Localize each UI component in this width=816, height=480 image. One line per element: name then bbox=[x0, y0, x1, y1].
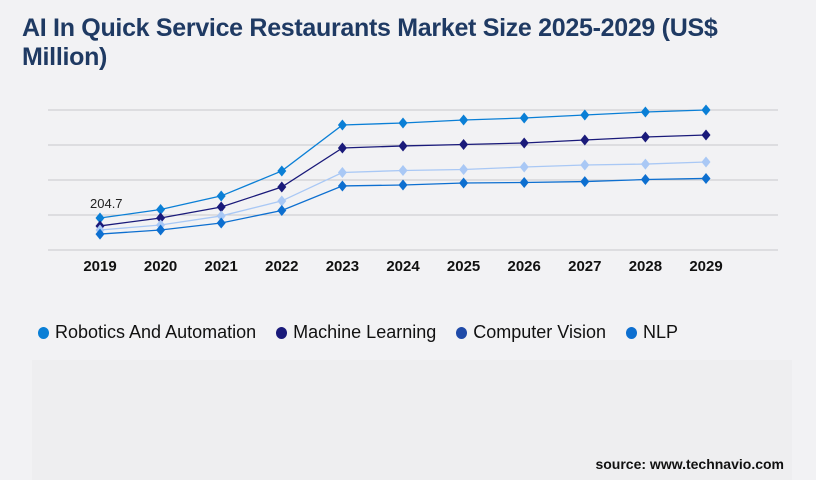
data-point bbox=[519, 161, 529, 173]
x-tick-label: 2025 bbox=[447, 258, 480, 275]
data-point bbox=[398, 140, 408, 152]
data-point bbox=[216, 217, 226, 229]
data-point bbox=[640, 131, 650, 143]
data-point bbox=[216, 190, 226, 202]
legend-item: Computer Vision bbox=[456, 322, 606, 343]
data-point bbox=[95, 228, 105, 240]
source-note: source: www.technavio.com bbox=[595, 456, 784, 472]
data-point bbox=[580, 134, 590, 146]
footer-panel bbox=[32, 360, 792, 480]
legend-marker-icon bbox=[38, 326, 49, 339]
legend-label: Computer Vision bbox=[473, 322, 606, 342]
data-point bbox=[156, 212, 166, 224]
legend-marker-icon bbox=[625, 326, 637, 339]
data-point bbox=[640, 106, 650, 118]
data-point bbox=[216, 210, 226, 222]
x-tick-label: 2028 bbox=[629, 258, 662, 275]
data-point bbox=[519, 177, 529, 188]
x-tick-label: 2027 bbox=[568, 258, 601, 275]
legend-item: Machine Learning bbox=[276, 322, 436, 343]
legend: Robotics And Automation Machine Learning C… bbox=[38, 322, 678, 343]
data-point bbox=[277, 165, 287, 177]
data-point bbox=[640, 158, 650, 170]
x-tick-label: 2021 bbox=[205, 258, 238, 275]
data-point bbox=[156, 204, 166, 216]
legend-marker-icon bbox=[456, 326, 468, 339]
legend-item: NLP bbox=[625, 322, 678, 343]
x-tick-label: 2029 bbox=[689, 258, 722, 275]
x-tick-label: 2019 bbox=[83, 258, 116, 275]
data-point bbox=[701, 129, 711, 141]
data-point bbox=[337, 167, 347, 178]
chart-title: AI In Quick Service Restaurants Market S… bbox=[22, 14, 718, 71]
data-point bbox=[337, 180, 347, 192]
x-tick-label: 2023 bbox=[326, 258, 359, 275]
legend-marker-icon bbox=[276, 326, 288, 339]
data-label: 204.7 bbox=[90, 196, 123, 211]
data-point bbox=[701, 156, 711, 168]
data-point bbox=[640, 174, 650, 186]
legend-label: Robotics And Automation bbox=[55, 322, 257, 342]
data-point bbox=[216, 201, 226, 213]
data-point bbox=[337, 119, 347, 131]
x-tick-label: 2022 bbox=[265, 258, 298, 275]
data-point bbox=[459, 114, 469, 126]
data-point bbox=[156, 224, 166, 236]
data-point bbox=[580, 159, 590, 171]
x-tick-label: 2026 bbox=[508, 258, 541, 275]
data-point bbox=[398, 117, 408, 129]
data-point bbox=[701, 172, 711, 184]
line-chart: 2019 2020 2021 2022 2023 2024 2025 2026 2027 2028… bbox=[48, 104, 778, 275]
x-tick-label: 2020 bbox=[144, 258, 177, 275]
data-point bbox=[398, 179, 408, 191]
data-point bbox=[580, 109, 590, 121]
data-point bbox=[277, 181, 287, 193]
data-point bbox=[277, 204, 287, 216]
data-point bbox=[459, 139, 469, 151]
legend-label: Machine Learning bbox=[293, 322, 437, 342]
data-point bbox=[701, 104, 711, 116]
x-tick-label: 2024 bbox=[386, 258, 420, 275]
data-point bbox=[95, 212, 105, 224]
data-point bbox=[459, 164, 469, 176]
data-point bbox=[580, 176, 590, 188]
data-point bbox=[519, 112, 529, 124]
data-point bbox=[459, 177, 469, 189]
data-point bbox=[519, 137, 529, 149]
legend-item: Robotics And Automation bbox=[38, 322, 256, 343]
data-point bbox=[398, 164, 408, 176]
data-point bbox=[277, 195, 287, 207]
data-point bbox=[337, 142, 347, 154]
legend-label: NLP bbox=[642, 322, 678, 342]
